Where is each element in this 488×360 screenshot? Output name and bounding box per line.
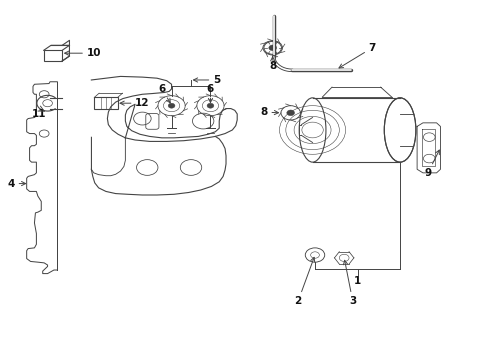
- Text: 5: 5: [193, 75, 220, 85]
- Bar: [43, 50, 62, 61]
- Text: 12: 12: [120, 98, 149, 108]
- Text: 6: 6: [158, 84, 170, 103]
- Text: 11: 11: [32, 109, 46, 118]
- Text: 4: 4: [8, 179, 25, 189]
- Text: 1: 1: [353, 276, 361, 286]
- Circle shape: [206, 103, 213, 108]
- Circle shape: [286, 110, 294, 116]
- Text: 6: 6: [206, 84, 214, 103]
- Circle shape: [168, 103, 175, 108]
- Text: 7: 7: [338, 43, 375, 68]
- Text: 9: 9: [424, 150, 438, 178]
- Bar: [94, 98, 117, 109]
- Text: 8: 8: [268, 57, 276, 71]
- Circle shape: [268, 45, 276, 51]
- Text: 10: 10: [64, 48, 101, 58]
- Text: 2: 2: [294, 257, 314, 306]
- Text: 8: 8: [260, 107, 278, 117]
- Text: 3: 3: [343, 260, 356, 306]
